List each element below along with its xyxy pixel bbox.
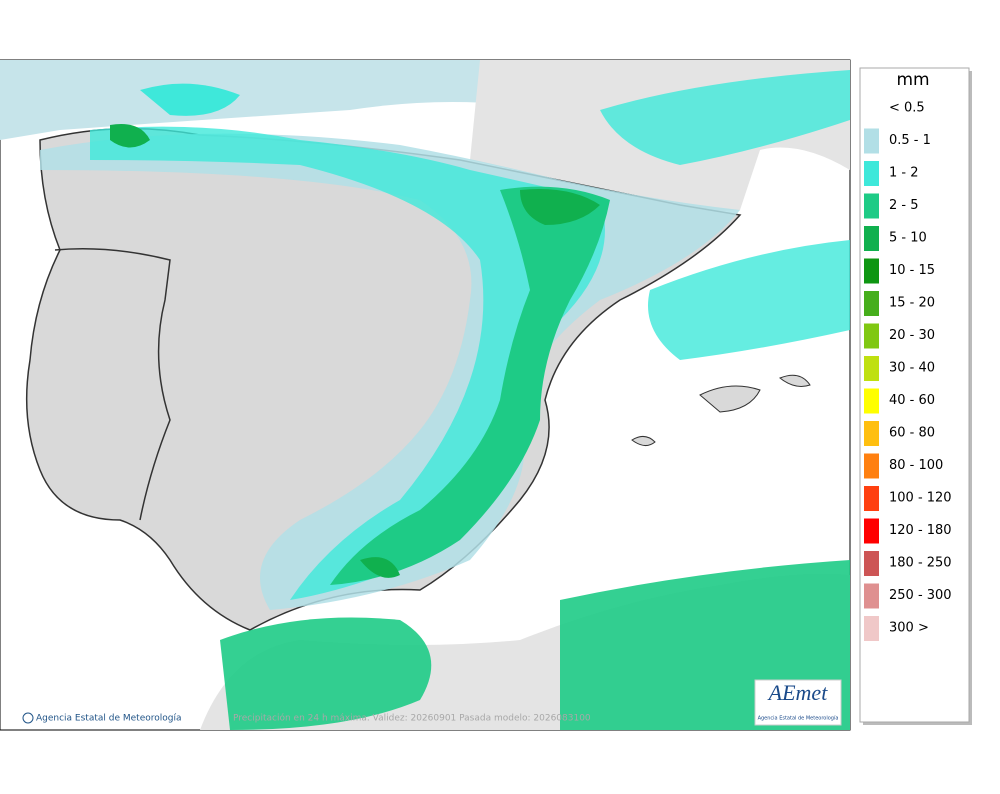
legend-swatch <box>864 388 879 414</box>
legend-swatch <box>864 583 879 609</box>
credit: Agencia Estatal de Meteorología <box>36 714 182 724</box>
legend-swatch <box>864 323 879 349</box>
legend-swatch <box>864 226 879 251</box>
legend-swatch <box>864 96 879 121</box>
logo <box>754 679 842 726</box>
legend-label: 0.5 - 1 <box>889 133 931 148</box>
legend-swatch <box>864 421 879 446</box>
legend-label: 250 - 300 <box>889 588 952 603</box>
precip-area <box>600 70 850 165</box>
legend-label: 10 - 15 <box>889 263 935 278</box>
precip-area <box>110 124 150 148</box>
legend-label: 180 - 250 <box>889 556 952 571</box>
caption: Precipitación en 24 h máxima. Validez: 2… <box>233 713 591 724</box>
legend-swatch <box>864 616 879 641</box>
legend-label: 120 - 180 <box>889 523 952 538</box>
legend-label: 30 - 40 <box>889 361 935 376</box>
legend-label: 80 - 100 <box>889 458 943 473</box>
legend-label: 15 - 20 <box>889 296 935 311</box>
precip-area <box>648 240 850 360</box>
precip-area <box>220 617 432 730</box>
legend-swatch <box>864 258 879 284</box>
legend-label: 100 - 120 <box>889 491 952 506</box>
border <box>54 248 171 521</box>
legend-swatch <box>864 356 879 381</box>
logo-name: AEmet <box>767 680 829 705</box>
legend-swatch <box>864 551 879 576</box>
map: Agencia Estatal de Meteorología Precipit… <box>0 59 851 731</box>
legend-label: 40 - 60 <box>889 393 935 408</box>
legend-label: 5 - 10 <box>889 231 927 246</box>
legend-swatch <box>864 291 879 316</box>
legend-label: 20 - 30 <box>889 328 935 343</box>
legend-label: 1 - 2 <box>889 166 919 181</box>
land <box>631 374 811 446</box>
legend-label: 300 > <box>889 621 929 636</box>
precip-area <box>330 186 610 585</box>
logo-subtitle: Agencia Estatal de Meteorología <box>758 715 839 722</box>
legend-label: 2 - 5 <box>889 198 919 213</box>
copyright-icon <box>22 712 34 724</box>
legend: mm < 0.5 0.5 - 1 1 - 2 2 - 5 5 - 10 10 - 15 15… <box>859 67 972 725</box>
legend-label: < 0.5 <box>889 101 925 116</box>
legend-swatch <box>864 486 879 511</box>
legend-label: 60 - 80 <box>889 426 935 441</box>
legend-swatch <box>864 453 879 479</box>
legend-swatch <box>864 518 879 544</box>
legend-title: mm <box>896 70 929 90</box>
legend-swatch <box>864 193 879 219</box>
legend-swatch <box>864 128 879 154</box>
precip-area <box>140 83 240 116</box>
legend-swatch <box>864 161 879 186</box>
